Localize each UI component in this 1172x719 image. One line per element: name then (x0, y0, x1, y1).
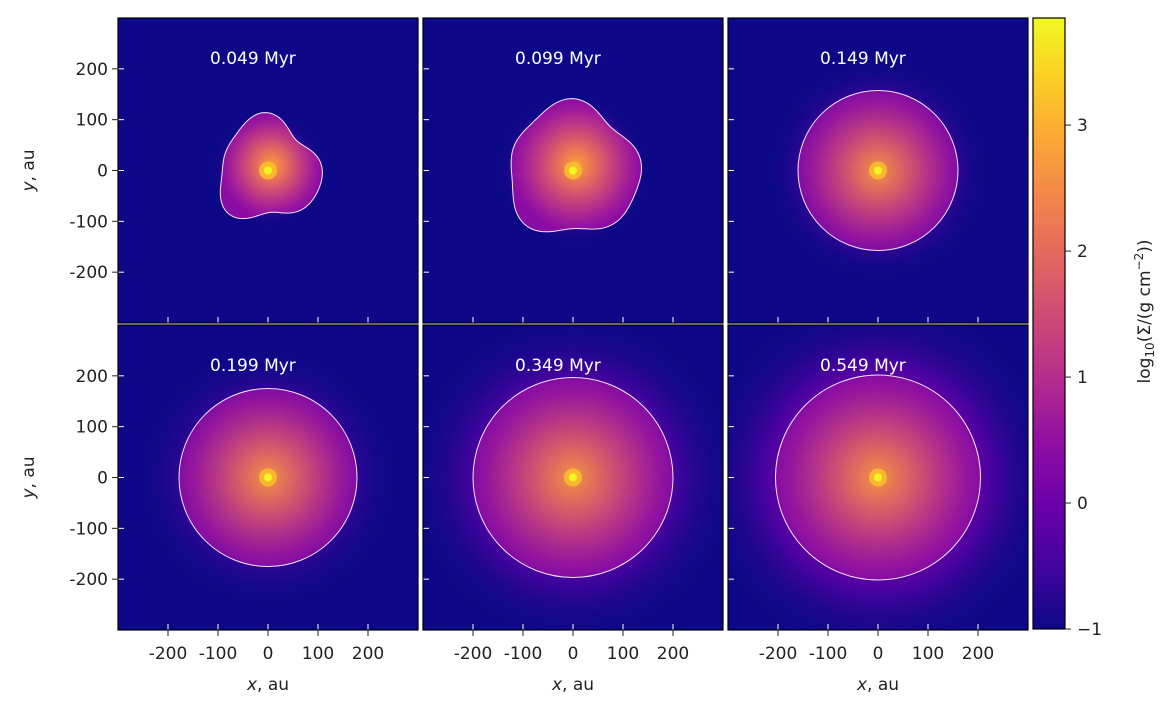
x-axis-var: x (246, 675, 258, 695)
x-tick-label: 0 (263, 644, 274, 664)
y-tick-label: 0 (97, 469, 108, 489)
y-axis-row-1: 200 100 0 -100 -200 y, au (19, 60, 118, 283)
y-axis-label: y, au (19, 456, 39, 499)
panel-6: 0.549 Myr (727, 324, 1029, 631)
x-tick-label: 100 (912, 644, 944, 664)
x-axis-col-3: -200 -100 0 100 200 x, au (759, 630, 994, 695)
panel-ticks (423, 375, 674, 630)
panel-ticks (728, 68, 979, 323)
y-axis-var: y (19, 488, 39, 500)
disk-boundary-contour (775, 374, 981, 581)
y-tick-label: -200 (69, 263, 108, 283)
x-tick-label: -100 (199, 644, 238, 664)
y-axis-unit: , au (19, 456, 39, 488)
disk-boundary-contour (510, 98, 643, 233)
y-tick-label: -200 (69, 570, 108, 590)
y-axis-var: y (19, 181, 39, 193)
panel-ticks (423, 68, 674, 323)
colorbar-label: log10(Σ/(g cm−2)) (1132, 239, 1157, 383)
x-axis-unit: , au (257, 675, 289, 695)
panel-time-label: 0.199 Myr (210, 356, 296, 376)
panel-time-label: 0.099 Myr (515, 49, 601, 69)
colorbar-tick-label: −1 (1077, 620, 1102, 640)
x-axis-var: x (856, 675, 868, 695)
x-tick-label: 100 (607, 644, 639, 664)
panel-1: 0.049 Myr (117, 17, 419, 324)
panel-4: 0.199 Myr (117, 324, 419, 631)
x-tick-label: 100 (302, 644, 334, 664)
disk-boundary-contour (219, 112, 323, 220)
x-axis-label: x, au (856, 675, 899, 695)
x-tick-label: 200 (352, 644, 384, 664)
x-tick-label: 0 (568, 644, 579, 664)
y-tick-label: 0 (97, 162, 108, 182)
disk-boundary-contour (178, 388, 358, 567)
panel-3: 0.149 Myr (727, 17, 1029, 324)
panel-ticks (728, 375, 979, 630)
x-axis-unit: , au (867, 675, 899, 695)
colorbar-label-prefix: log (1135, 358, 1155, 384)
x-tick-label: -100 (809, 644, 848, 664)
x-tick-label: 0 (873, 644, 884, 664)
colorbar-tick-label: 3 (1077, 116, 1088, 136)
x-tick-label: 200 (962, 644, 994, 664)
central-star (264, 166, 272, 175)
central-star (874, 473, 882, 482)
y-tick-label: -100 (69, 519, 108, 539)
y-axis-row-2: 200 100 0 -100 -200 y, au (19, 367, 118, 590)
panel-ticks (118, 68, 369, 323)
x-axis-label: x, au (246, 675, 289, 695)
disk-boundary-contour (472, 377, 674, 578)
panel-5: 0.349 Myr (422, 324, 724, 631)
colorbar-label-sup: −2 (1132, 253, 1146, 271)
colorbar-label-suffix: )) (1135, 239, 1155, 252)
x-tick-label: 200 (657, 644, 689, 664)
disk-boundary-contour (797, 90, 959, 251)
colorbar-tick-label: 0 (1077, 494, 1088, 514)
panel-2: 0.099 Myr (422, 17, 724, 324)
y-tick-label: 100 (76, 418, 108, 438)
x-tick-label: -100 (504, 644, 543, 664)
panel-grid: 0.049 Myr 0.099 Myr 0.149 Myr 0.199 Myr 0.34… (117, 17, 1029, 631)
y-axis-unit: , au (19, 149, 39, 181)
central-star (569, 473, 577, 482)
central-star (264, 473, 272, 482)
y-tick-label: 200 (76, 60, 108, 80)
panel-time-label: 0.349 Myr (515, 356, 601, 376)
x-axis-label: x, au (551, 675, 594, 695)
central-star (874, 166, 882, 175)
colorbar-tick-label: 1 (1077, 368, 1088, 388)
x-axis-col-2: -200 -100 0 100 200 x, au (454, 630, 689, 695)
x-tick-label: -200 (759, 644, 798, 664)
x-tick-label: -200 (149, 644, 188, 664)
y-axis-label: y, au (19, 149, 39, 192)
x-tick-label: -200 (454, 644, 493, 664)
y-tick-label: 200 (76, 367, 108, 387)
x-axis-unit: , au (562, 675, 594, 695)
panel-time-label: 0.049 Myr (210, 49, 296, 69)
colorbar-gradient (1032, 17, 1066, 630)
panel-time-label: 0.149 Myr (820, 49, 906, 69)
central-star (569, 166, 577, 175)
panel-frame (422, 17, 724, 324)
panel-frame (727, 17, 1029, 324)
x-axis-var: x (551, 675, 563, 695)
colorbar-tick-label: 2 (1077, 242, 1088, 262)
x-axis-col-1: -200 -100 0 100 200 x, au (149, 630, 384, 695)
panel-ticks (118, 375, 369, 630)
colorbar-label-middle: (Σ/(g cm (1135, 270, 1155, 342)
colorbar-label-sub: 10 (1143, 342, 1157, 357)
panel-time-label: 0.549 Myr (820, 356, 906, 376)
y-tick-label: -100 (69, 212, 108, 232)
y-tick-label: 100 (76, 111, 108, 131)
